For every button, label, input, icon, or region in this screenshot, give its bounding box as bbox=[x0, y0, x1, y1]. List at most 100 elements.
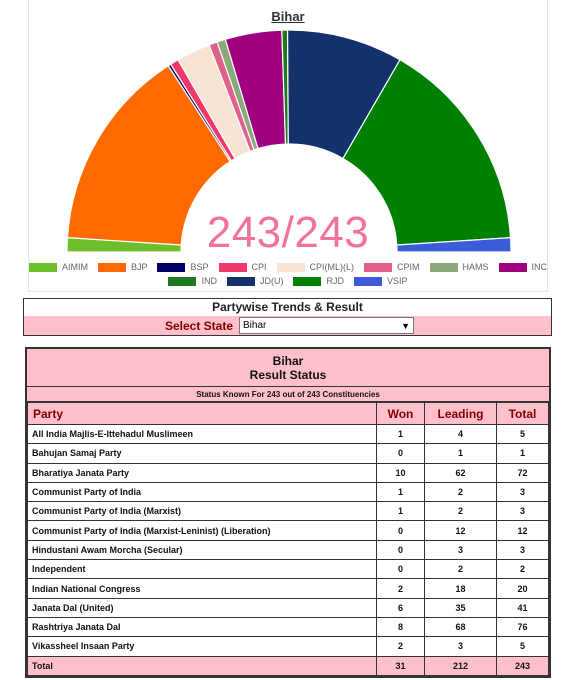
won-value: 0 bbox=[376, 520, 425, 541]
legend-item[interactable]: INC bbox=[498, 262, 548, 272]
legend-item[interactable]: RJD bbox=[293, 276, 344, 286]
legend-swatch bbox=[429, 262, 458, 272]
table-row: Bharatiya Janata Party 10 62 72 bbox=[27, 462, 549, 483]
leading-value: 62 bbox=[424, 462, 497, 483]
semi-donut-chart bbox=[66, 29, 512, 253]
total-value: 5 bbox=[496, 636, 549, 657]
party-name: Communist Party of India (Marxist) bbox=[27, 501, 377, 522]
party-name: Communist Party of India (Marxist-Lenini… bbox=[27, 520, 377, 541]
legend-item[interactable]: VSIP bbox=[353, 276, 408, 286]
chart-panel: Bihar 243/243 AIMIM BJP BSP CPI CPI(ML)(L) CP… bbox=[28, 0, 548, 292]
legend-label: AIMIM bbox=[61, 262, 88, 272]
total-row: Total 31 212 243 bbox=[27, 655, 549, 676]
legend-swatch bbox=[293, 276, 322, 286]
legend-label: BSP bbox=[190, 262, 209, 272]
total-label: Total bbox=[27, 655, 377, 676]
chart-legend: AIMIM BJP BSP CPI CPI(ML)(L) CPIM HAMS INC IND JD… bbox=[28, 262, 547, 290]
table-row: Janata Dal (United) 6 35 41 bbox=[27, 597, 549, 618]
total-value: 2 bbox=[496, 559, 549, 580]
leading-value: 35 bbox=[424, 597, 497, 618]
slice-vsip[interactable] bbox=[396, 237, 512, 253]
legend-swatch bbox=[28, 262, 57, 272]
results-state: Bihar bbox=[272, 354, 304, 368]
legend-item[interactable]: AIMIM bbox=[28, 262, 88, 272]
total-value: 72 bbox=[496, 462, 549, 483]
total-value: 12 bbox=[496, 520, 549, 541]
results-table-panel: Bihar Result Status Status Known For 243… bbox=[25, 347, 551, 678]
party-name: Bharatiya Janata Party bbox=[27, 462, 377, 483]
table-row: Rashtriya Janata Dal 8 68 76 bbox=[27, 616, 549, 638]
leading-value: 2 bbox=[424, 501, 497, 522]
status-line: Status Known For 243 out of 243 Constitu… bbox=[27, 386, 549, 402]
legend-label: VSIP bbox=[386, 276, 408, 286]
party-name: Communist Party of India bbox=[27, 481, 377, 503]
table-row: Independent 0 2 2 bbox=[27, 559, 549, 580]
party-name: Bahujan Samaj Party bbox=[27, 443, 377, 464]
legend-row: AIMIM BJP BSP CPI CPI(ML)(L) CPIM HAMS INC bbox=[28, 262, 547, 272]
total-leading: 212 bbox=[424, 655, 497, 676]
won-value: 2 bbox=[376, 578, 425, 599]
legend-item[interactable]: CPI bbox=[218, 262, 267, 272]
won-value: 6 bbox=[376, 597, 425, 618]
legend-label: CPIM bbox=[397, 262, 420, 272]
legend-item[interactable]: IND bbox=[168, 276, 217, 286]
table-row: Hindustani Awam Morcha (Secular) 0 3 3 bbox=[27, 539, 549, 561]
chevron-down-icon: ▼ bbox=[401, 320, 410, 331]
leading-value: 1 bbox=[424, 443, 497, 464]
legend-swatch bbox=[498, 262, 527, 272]
leading-value: 12 bbox=[424, 520, 497, 541]
total-value: 3 bbox=[496, 539, 549, 561]
party-name: Hindustani Awam Morcha (Secular) bbox=[27, 539, 377, 561]
table-row: All India Majlis-E-Ittehadul Muslimeen 1 4… bbox=[27, 423, 549, 445]
legend-item[interactable]: CPIM bbox=[364, 262, 420, 272]
legend-item[interactable]: CPI(ML)(L) bbox=[276, 262, 355, 272]
table-row: Communist Party of India 1 2 3 bbox=[27, 481, 549, 503]
legend-swatch bbox=[276, 262, 305, 272]
legend-swatch bbox=[353, 276, 382, 286]
legend-item[interactable]: BJP bbox=[97, 262, 147, 272]
won-value: 0 bbox=[376, 559, 425, 580]
total-value: 3 bbox=[496, 481, 549, 503]
party-name: Independent bbox=[27, 559, 377, 580]
legend-label: HAMS bbox=[462, 262, 489, 272]
table-row: Communist Party of India (Marxist) 1 2 3 bbox=[27, 501, 549, 522]
leading-value: 2 bbox=[424, 481, 497, 503]
legend-label: RJD bbox=[326, 276, 344, 286]
results-table: Party Won Leading Total All India Majlis… bbox=[27, 402, 549, 676]
results-heading: Bihar Result Status bbox=[27, 349, 549, 386]
legend-label: INC bbox=[531, 262, 548, 272]
legend-label: JD(U) bbox=[259, 276, 284, 286]
party-name: Janata Dal (United) bbox=[27, 597, 377, 618]
seat-count: 243/243 bbox=[206, 208, 370, 257]
total-value: 41 bbox=[496, 597, 549, 618]
won-value: 1 bbox=[376, 481, 425, 503]
header-party: Party bbox=[27, 402, 377, 425]
legend-item[interactable]: BSP bbox=[157, 262, 209, 272]
header-won: Won bbox=[376, 402, 425, 425]
total-value: 20 bbox=[496, 578, 549, 599]
table-row: Indian National Congress 2 18 20 bbox=[27, 578, 549, 599]
results-subtitle: Result Status bbox=[249, 368, 327, 382]
won-value: 10 bbox=[376, 462, 425, 483]
slice-bjp[interactable] bbox=[66, 64, 232, 246]
legend-item[interactable]: JD(U) bbox=[226, 276, 284, 286]
legend-swatch bbox=[168, 276, 197, 286]
results-table-body: All India Majlis-E-Ittehadul Muslimeen 1 4… bbox=[27, 423, 549, 676]
legend-item[interactable]: HAMS bbox=[429, 262, 489, 272]
table-row: Vikassheel Insaan Party 2 3 5 bbox=[27, 636, 549, 657]
legend-label: CPI(ML)(L) bbox=[309, 262, 355, 272]
table-header-row: Party Won Leading Total bbox=[27, 402, 549, 425]
total-total: 243 bbox=[496, 655, 549, 676]
leading-value: 3 bbox=[424, 539, 497, 561]
legend-swatch bbox=[157, 262, 186, 272]
legend-row: IND JD(U) RJD VSIP bbox=[41, 276, 535, 286]
chart-title: Bihar bbox=[271, 9, 305, 24]
leading-value: 18 bbox=[424, 578, 497, 599]
trends-title: Partywise Trends & Result bbox=[212, 300, 363, 314]
leading-value: 4 bbox=[424, 423, 497, 445]
state-select[interactable]: Bihar ▼ bbox=[239, 317, 414, 334]
total-value: 3 bbox=[496, 501, 549, 522]
won-value: 8 bbox=[376, 616, 425, 638]
won-value: 1 bbox=[376, 501, 425, 522]
slice-rjd[interactable] bbox=[342, 58, 512, 246]
